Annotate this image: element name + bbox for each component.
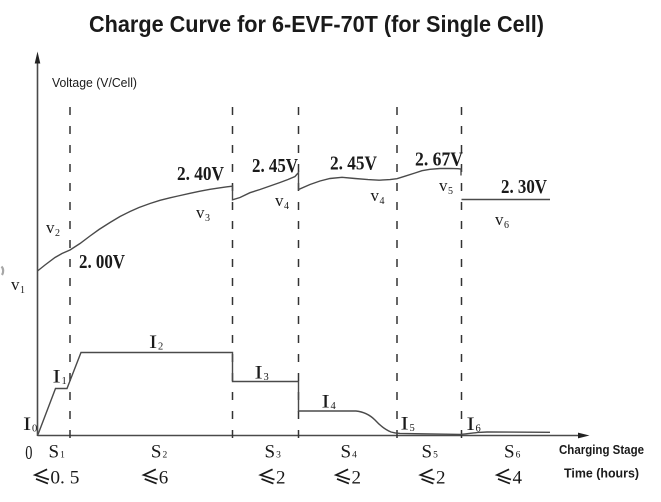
- svg-text:2. 45V: 2. 45V: [330, 153, 377, 175]
- svg-text:I0: I0: [23, 414, 37, 435]
- svg-text:2. 67V: 2. 67V: [415, 149, 463, 171]
- svg-text:2. 45V: 2. 45V: [252, 155, 298, 177]
- svg-text:2: 2: [276, 468, 286, 489]
- svg-text:0. 5: 0. 5: [50, 468, 79, 489]
- svg-text:6: 6: [159, 468, 169, 489]
- svg-text:I6: I6: [467, 414, 481, 435]
- svg-text:I4: I4: [322, 392, 337, 413]
- svg-text:2: 2: [352, 468, 362, 489]
- svg-text:2: 2: [436, 468, 446, 489]
- svg-text:I5: I5: [401, 414, 415, 435]
- svg-text:2. 30V: 2. 30V: [501, 176, 547, 198]
- svg-text:0: 0: [25, 442, 32, 464]
- svg-text:4: 4: [513, 468, 523, 489]
- svg-text:Voltage (V/Cell): Voltage (V/Cell): [52, 75, 137, 90]
- svg-text:Charge Curve for 6-EVF-70T (fo: Charge Curve for 6-EVF-70T (for Single C…: [89, 11, 544, 37]
- svg-text:Charging Stage: Charging Stage: [559, 443, 644, 457]
- svg-text:2. 40V: 2. 40V: [177, 163, 224, 185]
- svg-text:I2: I2: [149, 332, 163, 353]
- svg-text:Time (hours): Time (hours): [564, 467, 639, 481]
- svg-text:I1: I1: [53, 367, 67, 388]
- svg-text:2. 00V: 2. 00V: [79, 251, 125, 273]
- svg-text:I3: I3: [255, 363, 269, 384]
